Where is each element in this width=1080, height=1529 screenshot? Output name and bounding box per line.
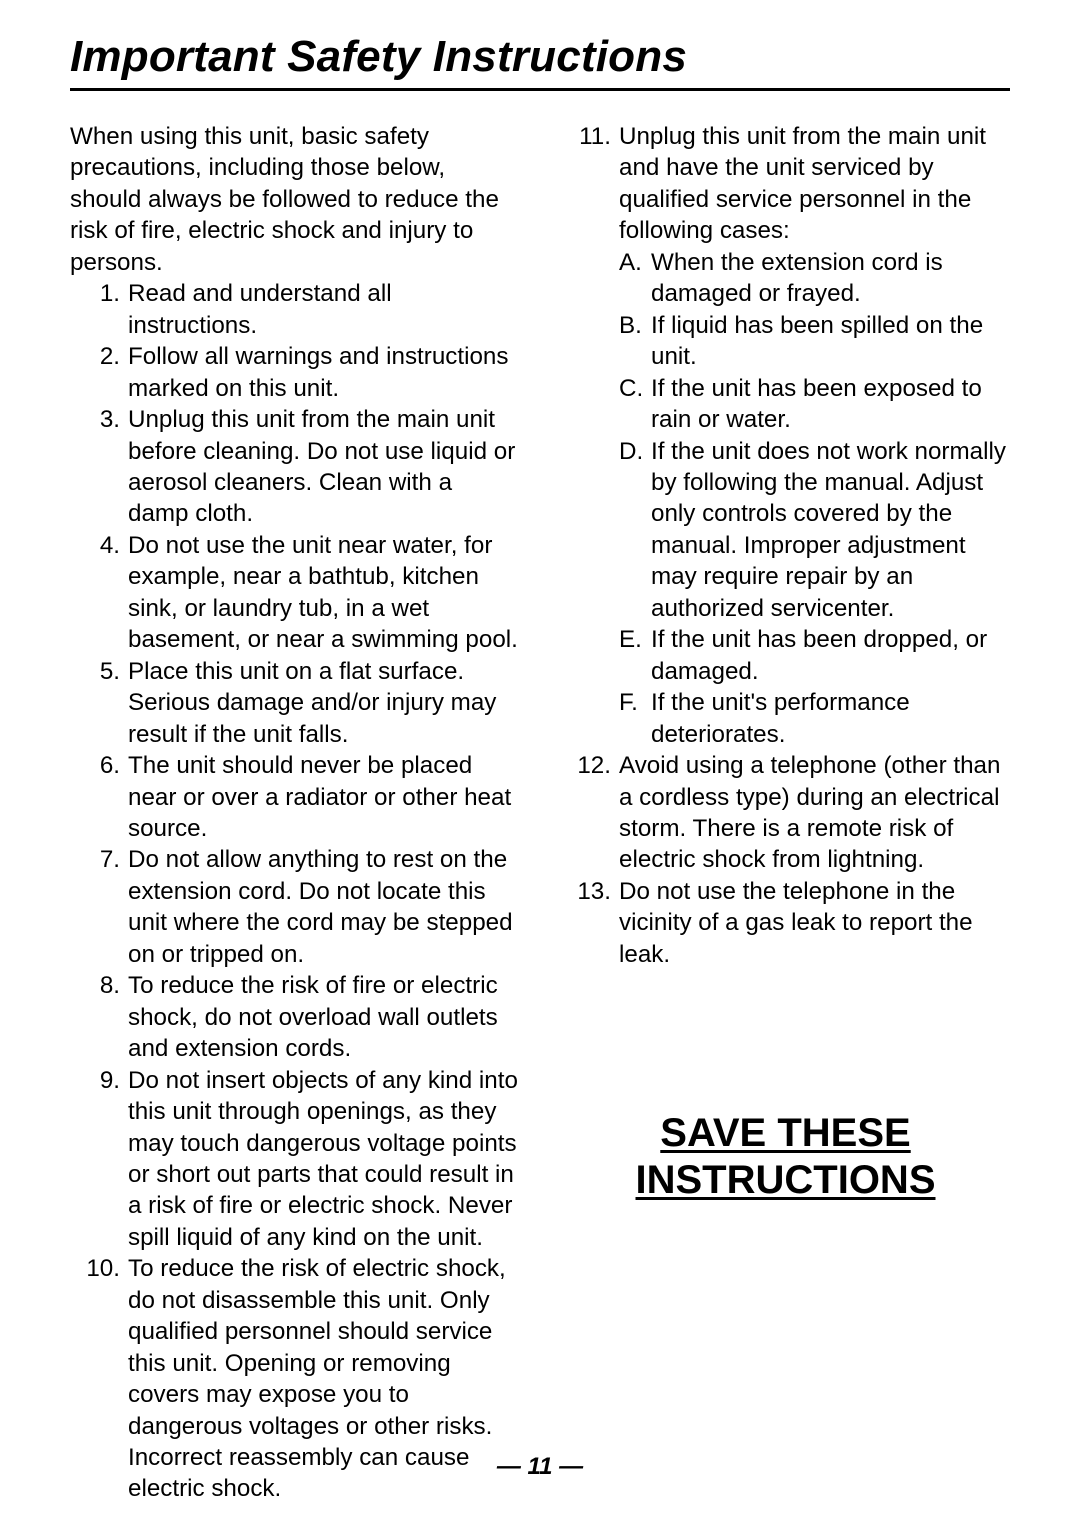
instruction-item: Avoid using a telephone (other than a co…	[561, 750, 1010, 876]
instructions-list-right: Unplug this unit from the main unit and …	[561, 121, 1010, 970]
sub-item: When the extension cord is damaged or fr…	[619, 247, 1010, 310]
right-column: Unplug this unit from the main unit and …	[561, 121, 1010, 1505]
instruction-item: Unplug this unit from the main unit and …	[561, 121, 1010, 750]
instructions-list-left: Read and understand all instructions. Fo…	[70, 278, 519, 1505]
sub-item: If the unit has been dropped, or damaged…	[619, 624, 1010, 687]
save-line-2: INSTRUCTIONS	[636, 1158, 936, 1202]
instruction-item: Do not allow anything to rest on the ext…	[70, 844, 519, 970]
instruction-item: Do not use the unit near water, for exam…	[70, 530, 519, 656]
sub-item: If liquid has been spilled on the unit.	[619, 310, 1010, 373]
instruction-item: Do not use the telephone in the vicinity…	[561, 876, 1010, 970]
service-cases-sublist: When the extension cord is damaged or fr…	[619, 247, 1010, 750]
page-title: Important Safety Instructions	[70, 32, 1010, 82]
instruction-item: Unplug this unit from the main unit befo…	[70, 404, 519, 530]
title-rule	[70, 88, 1010, 91]
instruction-item: Follow all warnings and instructions mar…	[70, 341, 519, 404]
sub-item: If the unit's performance deteriorates.	[619, 687, 1010, 750]
instruction-item-lead: Unplug this unit from the main unit and …	[619, 123, 986, 244]
instruction-item: Place this unit on a flat surface. Serio…	[70, 656, 519, 750]
sub-item: If the unit does not work normally by fo…	[619, 436, 1010, 625]
intro-paragraph: When using this unit, basic safety preca…	[70, 121, 519, 278]
sub-item: If the unit has been exposed to rain or …	[619, 373, 1010, 436]
page-number: — 11 —	[0, 1453, 1080, 1481]
page: Important Safety Instructions When using…	[0, 0, 1080, 1529]
instruction-item: The unit should never be placed near or …	[70, 750, 519, 844]
instruction-item: To reduce the risk of fire or electric s…	[70, 970, 519, 1064]
instruction-item: Read and understand all instructions.	[70, 278, 519, 341]
two-column-layout: When using this unit, basic safety preca…	[70, 121, 1010, 1505]
left-column: When using this unit, basic safety preca…	[70, 121, 519, 1505]
save-line-1: SAVE THESE	[660, 1111, 910, 1155]
instruction-item: Do not insert objects of any kind into t…	[70, 1065, 519, 1254]
save-instructions-callout: SAVE THESE INSTRUCTIONS	[561, 1110, 1010, 1204]
